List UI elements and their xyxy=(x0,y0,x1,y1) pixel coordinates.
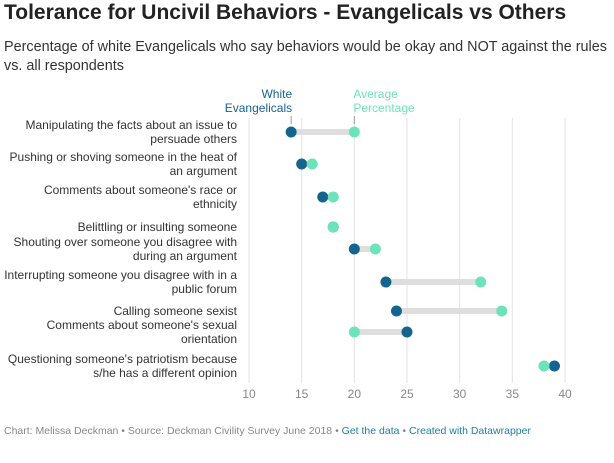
dot xyxy=(327,221,339,233)
category-label: Questioning someone's patriotism because… xyxy=(7,352,237,380)
dot xyxy=(496,305,508,317)
dot xyxy=(380,276,392,288)
x-tick-label: 10 xyxy=(242,387,256,401)
dot xyxy=(285,126,297,138)
category-label: Interrupting someone you disagree with i… xyxy=(4,268,237,296)
category-label: Shouting over someone you disagree with … xyxy=(13,235,237,263)
dot xyxy=(348,243,360,255)
dot xyxy=(348,326,360,338)
link[interactable]: Get the data xyxy=(341,425,400,437)
dot xyxy=(317,191,329,203)
chart-subtitle: Percentage of white Evangelicals who say… xyxy=(4,39,607,74)
dot xyxy=(306,158,318,170)
chart-title: Tolerance for Uncivil Behaviors - Evange… xyxy=(4,1,567,24)
dot xyxy=(475,276,487,288)
dot xyxy=(348,126,360,138)
category-label: Calling someone sexist xyxy=(113,304,237,318)
x-tick-label: 30 xyxy=(453,387,467,401)
dot xyxy=(369,243,381,255)
category-label: Belittling or insulting someone xyxy=(77,220,237,234)
dot xyxy=(390,305,402,317)
legend-label: Average Percentage xyxy=(353,87,415,115)
footer: Chart: Melissa Deckman • Source: Deckman… xyxy=(4,425,531,437)
category-label: Comments about someone's race or ethnici… xyxy=(43,183,237,211)
dot xyxy=(401,326,413,338)
x-tick-label: 40 xyxy=(558,387,572,401)
dot xyxy=(296,158,308,170)
x-tick-label: 15 xyxy=(295,387,309,401)
x-tick-label: 20 xyxy=(348,387,362,401)
source: Source: Deckman Civility Survey June 201… xyxy=(127,425,333,437)
dot xyxy=(548,360,560,372)
category-label: Pushing or shoving someone in the heat o… xyxy=(9,150,237,178)
legend-label: White Evangelicals xyxy=(224,87,293,115)
x-tick-label: 25 xyxy=(400,387,414,401)
category-label: Manipulating the facts about an issue to… xyxy=(25,118,237,146)
dot xyxy=(327,191,339,203)
category-label: Comments about someone's sexual orientat… xyxy=(46,318,237,346)
link[interactable]: Created with Datawrapper xyxy=(408,425,531,437)
dot xyxy=(538,360,550,372)
x-tick-label: 35 xyxy=(506,387,520,401)
credit: Chart: Melissa Deckman xyxy=(4,425,119,437)
